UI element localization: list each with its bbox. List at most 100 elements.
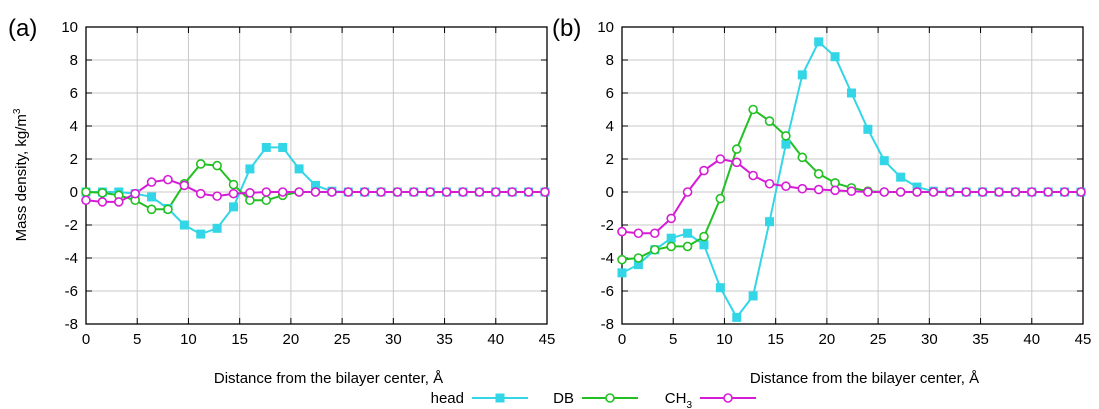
data-point-db: [617, 254, 627, 265]
data-point-ch3: [212, 191, 222, 201]
x-tick-label: 20: [819, 331, 836, 348]
data-point-head: [896, 172, 906, 182]
data-point-ch3: [294, 187, 304, 197]
panel-label: (a): [8, 15, 37, 42]
data-point-ch3: [797, 183, 808, 194]
data-point-db: [748, 104, 758, 115]
data-point-head: [666, 233, 676, 243]
data-point-ch3: [895, 187, 906, 197]
x-axis-title: Distance from the bilayer center, Å: [750, 370, 979, 387]
y-tick-label: 2: [70, 151, 78, 168]
data-point-db: [146, 204, 157, 215]
data-point-db: [699, 231, 709, 242]
data-point-head: [732, 312, 742, 322]
data-point-db: [715, 193, 726, 204]
x-tick-label: 45: [539, 331, 556, 348]
y-tick-label: -2: [601, 217, 614, 234]
plot-frame: [85, 26, 548, 325]
data-point-head: [278, 142, 288, 152]
data-point-ch3: [97, 197, 108, 207]
x-tick-label: 15: [767, 331, 784, 348]
data-point-ch3: [863, 187, 873, 197]
y-axis-title-text: Mass density, kg/m: [13, 114, 30, 241]
y-tick-label: -2: [65, 217, 78, 234]
panel-label: (b): [552, 15, 581, 42]
y-tick-label: -6: [65, 283, 78, 300]
data-point-ch3: [81, 195, 91, 206]
y-tick-label: 4: [606, 118, 614, 135]
y-axis-title-superscript: 3: [12, 108, 23, 114]
data-point-db: [81, 187, 91, 197]
data-point-ch3: [130, 188, 140, 199]
data-point-ch3: [994, 187, 1004, 197]
data-point-ch3: [830, 185, 840, 196]
data-point-ch3: [1010, 187, 1021, 197]
x-tick-label: 25: [870, 331, 887, 348]
legend-label-ch3: CH3: [665, 390, 693, 409]
data-point-head: [863, 124, 873, 134]
data-point-ch3: [1043, 187, 1053, 197]
data-point-ch3: [649, 228, 660, 239]
y-tick-label: -4: [65, 250, 78, 267]
y-tick-label: 8: [70, 52, 78, 69]
data-point-ch3: [327, 187, 337, 197]
data-point-db: [261, 195, 272, 206]
x-tick-label: 35: [972, 331, 989, 348]
data-point-ch3: [540, 187, 550, 197]
data-point-head: [797, 70, 807, 80]
y-tick-label: -6: [601, 283, 614, 300]
data-point-ch3: [846, 186, 857, 196]
data-point-db: [682, 241, 693, 252]
data-point-ch3: [1076, 187, 1086, 197]
data-point-db: [666, 241, 676, 252]
data-point-db: [212, 160, 222, 171]
data-point-ch3: [682, 187, 693, 197]
x-tick-label: 10: [180, 331, 197, 348]
y-tick-label: -8: [65, 316, 78, 333]
data-point-ch3: [961, 187, 972, 197]
y-tick-label: 4: [70, 118, 78, 135]
plot-frame: [621, 26, 1084, 325]
data-point-head: [748, 291, 758, 301]
data-point-head: [229, 202, 239, 212]
data-point-db: [731, 144, 742, 154]
x-tick-label: 45: [1075, 331, 1092, 348]
x-tick-label: 10: [716, 331, 733, 348]
data-point-ch3: [458, 187, 468, 197]
x-tick-label: 40: [1023, 331, 1040, 348]
data-point-db: [633, 253, 644, 263]
data-point-db: [163, 204, 173, 215]
data-point-ch3: [113, 197, 124, 207]
data-point-ch3: [523, 187, 534, 197]
x-tick-label: 40: [487, 331, 504, 348]
data-point-head: [879, 156, 889, 166]
data-point-db: [797, 152, 808, 163]
data-point-ch3: [781, 181, 791, 192]
data-point-head: [765, 217, 775, 227]
x-tick-label: 5: [133, 331, 141, 348]
x-tick-label: 30: [921, 331, 938, 348]
data-point-head: [781, 139, 791, 149]
y-tick-label: 6: [606, 85, 614, 102]
data-point-ch3: [1059, 187, 1070, 197]
data-point-ch3: [310, 187, 321, 197]
data-point-db: [649, 244, 660, 255]
data-point-ch3: [977, 187, 988, 197]
data-point-ch3: [633, 228, 644, 239]
data-point-head: [212, 223, 222, 233]
data-point-ch3: [912, 187, 922, 197]
data-point-ch3: [195, 188, 206, 199]
x-tick-label: 25: [334, 331, 351, 348]
data-point-ch3: [277, 187, 288, 197]
data-point-db: [781, 131, 791, 141]
y-tick-label: 6: [70, 85, 78, 102]
data-point-ch3: [228, 188, 239, 199]
data-point-head: [261, 142, 271, 152]
data-point-db: [195, 159, 206, 169]
data-point-head: [147, 192, 157, 202]
y-tick-label: 2: [606, 151, 614, 168]
y-tick-label: -4: [601, 250, 614, 267]
data-point-ch3: [392, 187, 403, 197]
data-point-ch3: [715, 154, 726, 164]
